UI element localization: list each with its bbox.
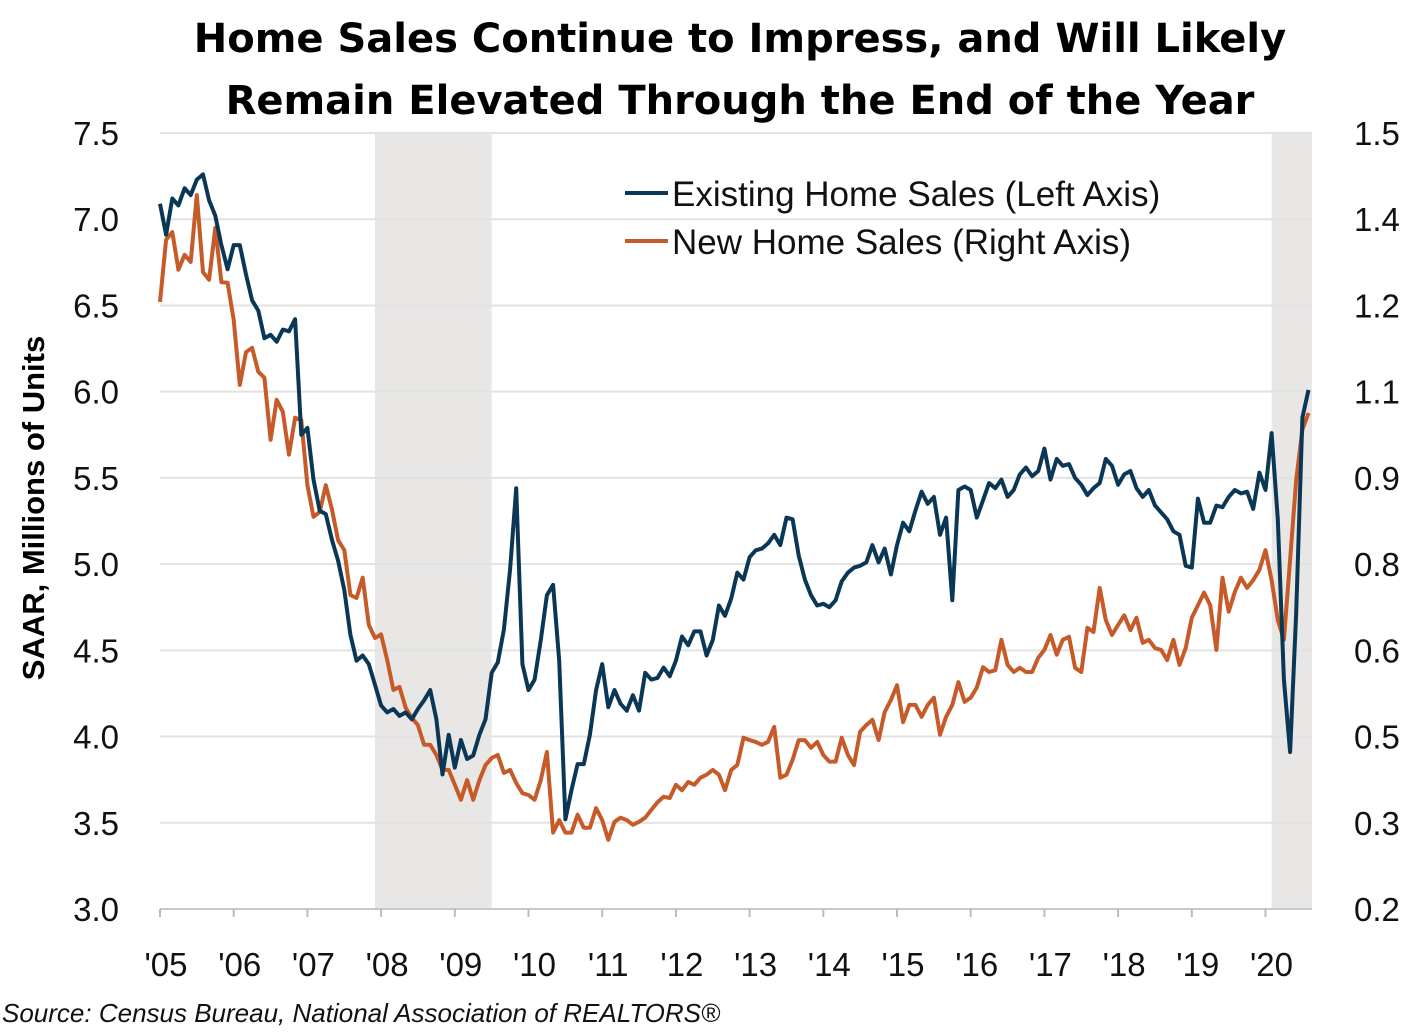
x-tick-label: '17 (1029, 946, 1072, 983)
series-lines (158, 172, 1311, 842)
left-axis: 7.5 7.0 6.5 6.0 5.5 5.0 4.5 4.0 3.5 3.0 (73, 115, 119, 928)
x-tick-label: '15 (881, 946, 924, 983)
x-tick-label: '13 (734, 946, 777, 983)
right-tick-label: 0.9 (1354, 460, 1400, 497)
left-tick-label: 4.5 (73, 632, 119, 669)
chart-title-line-2: Remain Elevated Through the End of the Y… (226, 78, 1255, 124)
left-tick-label: 6.5 (73, 287, 119, 324)
x-tick-label: '18 (1103, 946, 1146, 983)
x-tick-label: '06 (218, 946, 261, 983)
legend-label-new: New Home Sales (Right Axis) (672, 223, 1131, 262)
x-tick-label: '07 (292, 946, 335, 983)
x-tick-label: '12 (660, 946, 703, 983)
new-home-sales-line (158, 193, 1311, 842)
right-tick-label: 1.1 (1354, 374, 1400, 411)
left-tick-label: 7.0 (73, 201, 119, 238)
right-axis: 1.5 1.4 1.2 1.1 0.9 0.8 0.6 0.5 0.3 0.2 (1354, 115, 1400, 928)
source-note: Source: Census Bureau, National Associat… (2, 998, 721, 1028)
left-tick-label: 3.0 (73, 891, 119, 928)
left-tick-label: 5.5 (73, 460, 119, 497)
chart-title-line-1: Home Sales Continue to Impress, and Will… (194, 16, 1286, 62)
left-tick-label: 7.5 (73, 115, 119, 152)
recession-band-0 (374, 133, 492, 909)
x-tick-label: '16 (955, 946, 998, 983)
x-tick-label: '05 (144, 946, 187, 983)
gridlines (160, 132, 1312, 910)
legend-label-existing: Existing Home Sales (Left Axis) (672, 175, 1160, 214)
right-tick-label: 1.5 (1354, 115, 1400, 152)
x-tick-label: '19 (1176, 946, 1219, 983)
right-tick-label: 1.4 (1354, 201, 1400, 238)
left-tick-label: 3.5 (73, 805, 119, 842)
x-tick-label: '11 (588, 946, 629, 983)
x-tick-label: '20 (1250, 946, 1293, 983)
y-axis-label: SAAR, Millions of Units (16, 336, 51, 680)
x-tick-label: '08 (366, 946, 409, 983)
x-tick-label: '14 (808, 946, 851, 983)
x-tick-label: '09 (439, 946, 482, 983)
x-tick-label: '10 (513, 946, 556, 983)
right-tick-label: 0.6 (1354, 632, 1400, 669)
right-tick-label: 0.8 (1354, 546, 1400, 583)
left-tick-label: 4.0 (73, 719, 119, 756)
legend: Existing Home Sales (Left Axis) New Home… (625, 175, 1160, 262)
x-axis: '05 '06 '07 '08 '09 '10 '11 '12 '13 '14 '15 '16 '17 '… (144, 909, 1293, 983)
right-tick-label: 0.2 (1354, 891, 1400, 928)
left-tick-label: 6.0 (73, 374, 119, 411)
right-tick-label: 1.2 (1354, 287, 1400, 324)
left-tick-label: 5.0 (73, 546, 119, 583)
right-tick-label: 0.5 (1354, 719, 1400, 756)
existing-home-sales-line (158, 172, 1311, 822)
right-tick-label: 0.3 (1354, 805, 1400, 842)
